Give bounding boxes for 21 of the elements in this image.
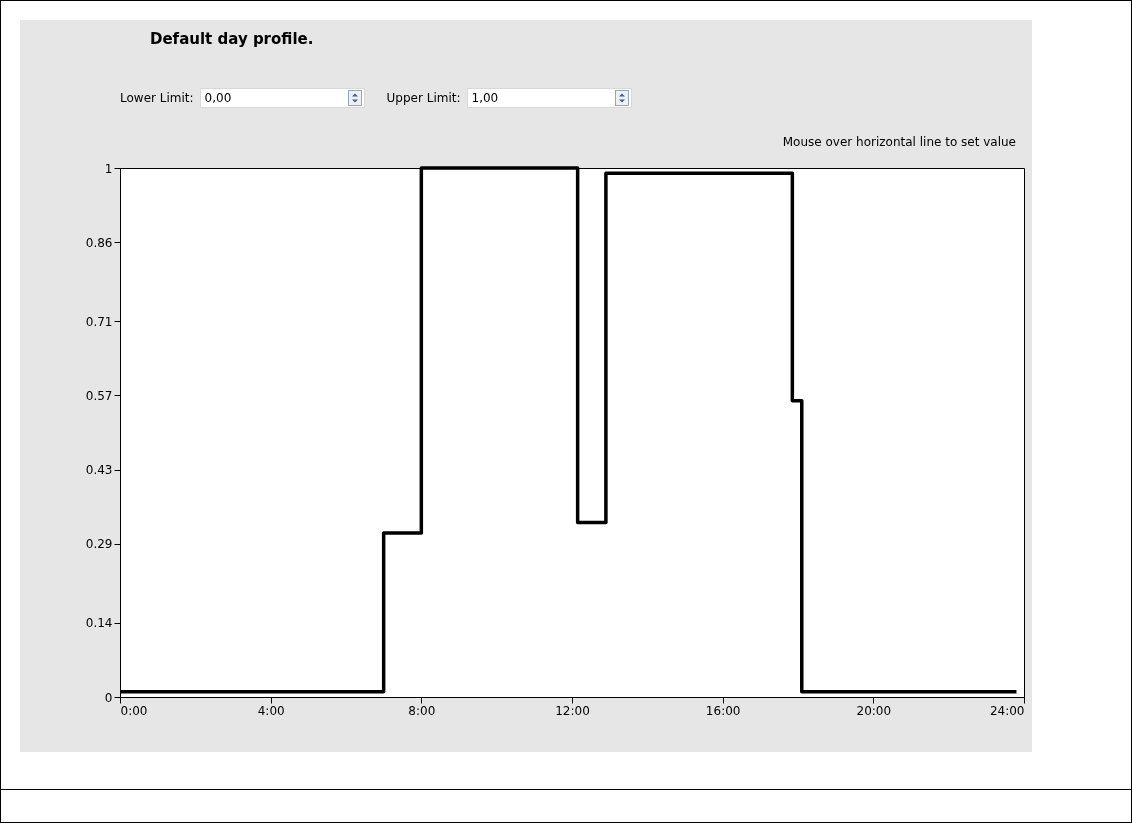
x-tick-label: 24:00 (989, 703, 1025, 718)
y-tick-label: 0.14 (85, 616, 113, 631)
y-tick-label: 0.29 (85, 537, 113, 552)
x-tick-label: 12:00 (555, 703, 590, 718)
x-tick-label: 4:00 (257, 703, 285, 718)
chart-title: Default day profile. (150, 30, 314, 48)
y-tick-label: 0.71 (85, 314, 113, 329)
text: Mouse over horizontal line to set value (782, 135, 1016, 149)
text: Upper Limit: (386, 91, 461, 105)
x-tick-label: 0:00 (120, 703, 148, 718)
x-tick-label: 8:00 (408, 703, 436, 718)
y-tick-label: 0.43 (85, 463, 113, 478)
y-tick-label: 1 (104, 161, 113, 176)
number-field: 1,00 (466, 88, 632, 108)
x-tick-label: 20:00 (856, 703, 892, 718)
text: Lower Limit: (120, 91, 194, 105)
y-tick-label: 0.86 (85, 235, 113, 250)
y-tick-label: 0 (104, 690, 113, 705)
x-tick-label: 16:00 (705, 703, 741, 718)
y-tick-label: 0.57 (85, 388, 113, 403)
number-field: 0,00 (199, 88, 365, 108)
